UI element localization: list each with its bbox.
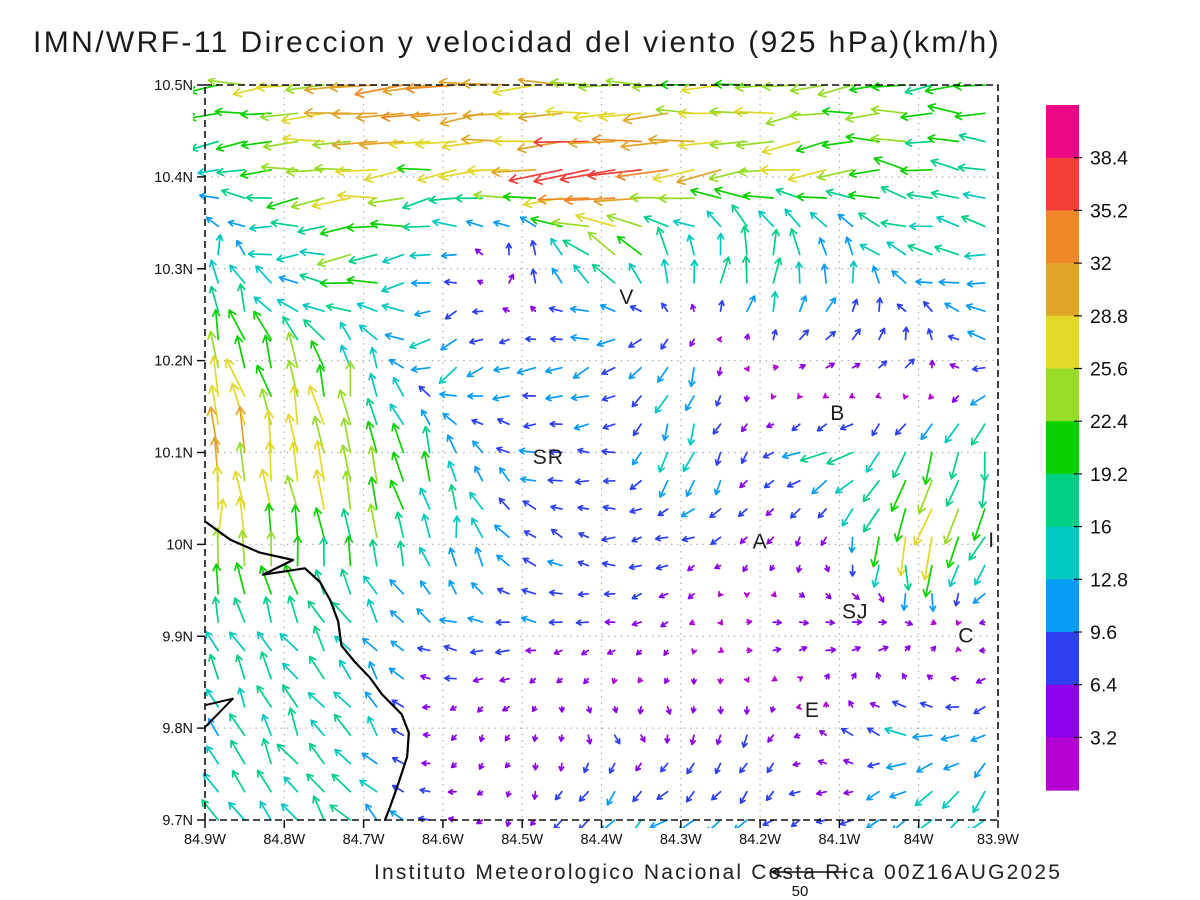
y-tick-label: 9.8N xyxy=(162,721,193,737)
colorbar-segment xyxy=(1046,315,1079,369)
y-tick-label: 10.1N xyxy=(154,446,193,462)
colorbar-segment xyxy=(1046,579,1079,633)
station-label: A xyxy=(753,531,768,554)
y-tick-labels: 10.5N 10.4N 10.3N 10.2N 10.1N 10N 9.9N 9.8N 9.7N xyxy=(154,78,193,829)
wind-vector-layer xyxy=(193,78,989,828)
station-label: C xyxy=(958,624,974,647)
colorbar-label: 3.2 xyxy=(1090,727,1117,749)
colorbar xyxy=(1046,105,1082,791)
colorbar-label: 32 xyxy=(1090,253,1112,275)
colorbar-label: 28.8 xyxy=(1090,306,1128,328)
colorbar-segment xyxy=(1046,737,1079,791)
x-tick-label: 84.6W xyxy=(422,832,464,848)
plot-layers: 84.9W 84.8W 84.7W 84.6W 84.5W 84.4W 84.3W 84.2W… xyxy=(154,78,1128,848)
colorbar-label: 19.2 xyxy=(1090,464,1128,486)
axis-ticks xyxy=(197,84,999,828)
colorbar-label: 9.6 xyxy=(1090,622,1117,644)
x-tick-label: 84W xyxy=(904,832,934,848)
colorbar-label: 22.4 xyxy=(1090,411,1128,433)
colorbar-segment xyxy=(1046,157,1079,211)
y-tick-label: 9.7N xyxy=(162,813,193,829)
colorbar-label: 25.6 xyxy=(1090,359,1128,381)
colorbar-segment xyxy=(1046,263,1079,317)
colorbar-segment xyxy=(1046,210,1079,264)
y-tick-label: 10.2N xyxy=(154,354,193,370)
y-tick-label: 10N xyxy=(166,537,193,553)
reference-vector-arrow xyxy=(770,866,848,878)
station-label: E xyxy=(805,699,820,722)
colorbar-segment xyxy=(1046,105,1079,159)
colorbar-segment xyxy=(1046,368,1079,422)
x-tick-label: 84.1W xyxy=(818,832,860,848)
colorbar-label: 35.2 xyxy=(1090,200,1128,222)
station-label: B xyxy=(830,402,845,425)
x-tick-label: 84.9W xyxy=(184,832,226,848)
x-tick-label: 84.7W xyxy=(343,832,385,848)
y-tick-label: 9.9N xyxy=(162,629,193,645)
colorbar-labels: 38.4 35.2 32 28.8 25.6 22.4 19.2 16 12.8 9.6 6.4 3.… xyxy=(1090,148,1128,750)
colorbar-label: 12.8 xyxy=(1090,569,1128,591)
y-tick-label: 10.5N xyxy=(154,78,193,94)
x-tick-label: 84.2W xyxy=(739,832,781,848)
colorbar-label: 6.4 xyxy=(1090,675,1117,697)
colorbar-segment xyxy=(1046,421,1079,475)
x-tick-label: 84.3W xyxy=(660,832,702,848)
chart-title: IMN/WRF-11 Direccion y velocidad del vie… xyxy=(33,26,1001,59)
colorbar-segment xyxy=(1046,526,1079,580)
station-label: V xyxy=(619,286,634,309)
x-tick-label: 84.8W xyxy=(263,832,305,848)
reference-vector-label: 50 xyxy=(792,883,809,900)
colorbar-segment xyxy=(1046,632,1079,686)
station-labels: V B SR A I SJ C E xyxy=(533,286,995,722)
station-label: SR xyxy=(533,446,564,469)
x-tick-label: 84.4W xyxy=(581,832,623,848)
y-tick-label: 10.4N xyxy=(154,170,193,186)
x-tick-labels: 84.9W 84.8W 84.7W 84.6W 84.5W 84.4W 84.3W 84.2W… xyxy=(184,832,1019,848)
chart-caption: Instituto Meteorologico Nacional Costa R… xyxy=(374,861,1062,884)
y-tick-label: 10.3N xyxy=(154,262,193,278)
station-label: I xyxy=(988,529,995,552)
colorbar-segment xyxy=(1046,684,1079,738)
x-tick-label: 84.5W xyxy=(501,832,543,848)
station-label: SJ xyxy=(842,600,869,623)
colorbar-segment xyxy=(1046,473,1079,528)
x-tick-label: 83.9W xyxy=(977,832,1019,848)
coastline xyxy=(203,520,410,822)
colorbar-label: 16 xyxy=(1090,517,1112,539)
colorbar-label: 38.4 xyxy=(1090,148,1128,170)
